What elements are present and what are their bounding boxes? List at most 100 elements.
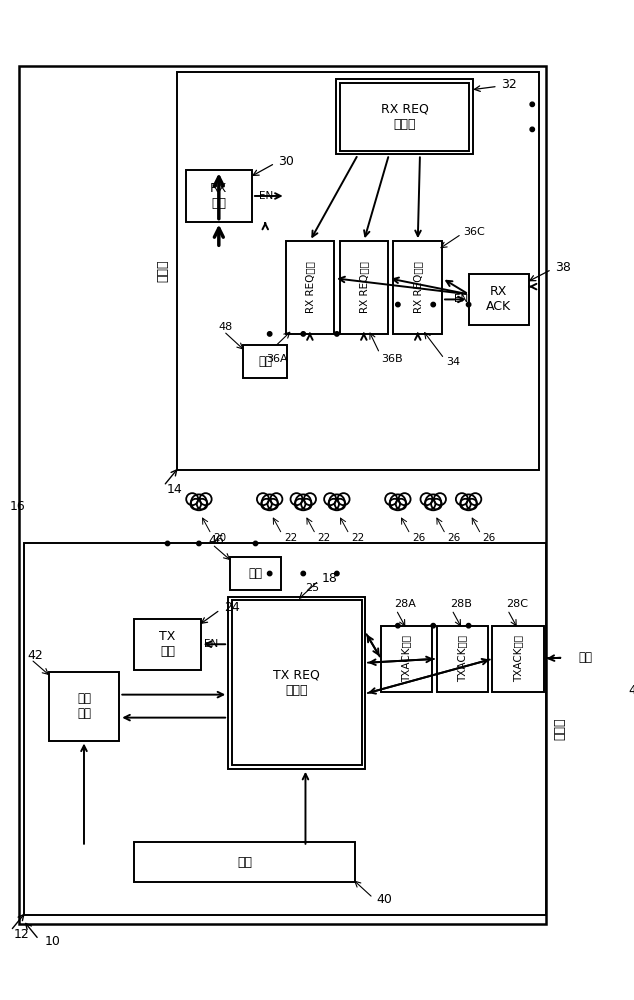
Circle shape	[431, 302, 436, 307]
Circle shape	[191, 494, 207, 510]
Bar	[230, 557, 281, 590]
Circle shape	[460, 499, 470, 509]
Text: 26: 26	[482, 533, 496, 543]
Bar	[228, 597, 365, 769]
Circle shape	[530, 102, 534, 107]
Text: TXACK同步: TXACK同步	[457, 635, 467, 682]
Text: 10: 10	[44, 935, 60, 948]
Circle shape	[165, 541, 170, 546]
Circle shape	[530, 127, 534, 132]
Circle shape	[186, 493, 198, 505]
Bar	[340, 241, 388, 334]
Bar	[177, 72, 540, 470]
Text: 发送器: 发送器	[553, 718, 566, 740]
Circle shape	[328, 499, 339, 509]
Text: 30: 30	[278, 155, 294, 168]
Text: 36A: 36A	[266, 354, 288, 364]
Circle shape	[337, 493, 349, 505]
Circle shape	[190, 499, 201, 509]
Text: 36B: 36B	[382, 354, 403, 364]
Text: RX REQ同步: RX REQ同步	[413, 262, 423, 313]
Text: EN: EN	[259, 191, 273, 201]
Text: 42: 42	[27, 649, 43, 662]
Text: 24: 24	[224, 601, 240, 614]
Text: 20: 20	[213, 533, 226, 543]
Text: 功率
控制: 功率 控制	[77, 692, 91, 720]
Bar	[437, 626, 488, 692]
Circle shape	[385, 493, 397, 505]
Text: 28C: 28C	[506, 599, 527, 609]
Text: 14: 14	[166, 483, 182, 496]
Circle shape	[467, 499, 477, 509]
Text: 28A: 28A	[394, 599, 416, 609]
Circle shape	[396, 302, 400, 307]
Bar	[243, 345, 287, 378]
Bar	[469, 274, 529, 325]
Circle shape	[301, 332, 306, 336]
Circle shape	[467, 302, 471, 307]
Text: 26: 26	[412, 533, 425, 543]
Circle shape	[301, 571, 306, 576]
Circle shape	[467, 623, 471, 628]
Text: 12: 12	[13, 928, 29, 941]
Circle shape	[335, 332, 339, 336]
Bar	[49, 672, 119, 741]
Circle shape	[425, 494, 441, 510]
Bar	[186, 170, 252, 222]
Circle shape	[431, 623, 436, 628]
Circle shape	[262, 494, 278, 510]
Circle shape	[270, 493, 282, 505]
Bar	[394, 241, 442, 334]
Circle shape	[261, 499, 272, 509]
Circle shape	[396, 499, 406, 509]
Circle shape	[431, 499, 442, 509]
Circle shape	[304, 493, 316, 505]
Text: 26: 26	[448, 533, 461, 543]
Circle shape	[254, 541, 258, 546]
Circle shape	[197, 541, 201, 546]
Text: 钳位: 钳位	[249, 567, 262, 580]
Text: TXACK同步: TXACK同步	[402, 635, 411, 682]
Text: 唤醒: 唤醒	[578, 651, 592, 664]
Text: RX REQ同步: RX REQ同步	[305, 262, 315, 313]
Circle shape	[399, 493, 411, 505]
Circle shape	[469, 493, 481, 505]
Circle shape	[268, 332, 272, 336]
Bar	[134, 619, 201, 670]
Circle shape	[425, 499, 436, 509]
Circle shape	[335, 499, 346, 509]
Circle shape	[295, 494, 311, 510]
Text: TX
数据: TX 数据	[159, 630, 176, 658]
Text: RX
数据: RX 数据	[210, 182, 228, 210]
Text: EN: EN	[204, 639, 219, 649]
Text: 接收器: 接收器	[156, 260, 169, 282]
Text: 16: 16	[10, 500, 25, 513]
Text: 44: 44	[629, 684, 634, 697]
Text: 48: 48	[218, 322, 233, 332]
Text: RX REQ同步: RX REQ同步	[359, 262, 369, 313]
Circle shape	[420, 493, 432, 505]
Bar	[563, 641, 607, 674]
Bar	[381, 626, 432, 692]
Circle shape	[390, 494, 406, 510]
Circle shape	[329, 494, 345, 510]
Bar	[285, 241, 334, 334]
Text: RX
ACK: RX ACK	[486, 285, 511, 313]
Circle shape	[301, 499, 312, 509]
Text: TX REQ
状态机: TX REQ 状态机	[273, 669, 320, 697]
Text: 22: 22	[318, 533, 331, 543]
Circle shape	[389, 499, 400, 509]
Text: 22: 22	[351, 533, 365, 543]
Circle shape	[197, 499, 207, 509]
Text: 28B: 28B	[450, 599, 472, 609]
Text: 25: 25	[306, 583, 320, 593]
Bar	[493, 626, 544, 692]
Bar	[24, 543, 545, 915]
Bar	[231, 600, 361, 765]
Text: 40: 40	[377, 893, 392, 906]
Text: 唤醒: 唤醒	[258, 355, 272, 368]
Text: 38: 38	[555, 261, 571, 274]
Text: 32: 32	[501, 78, 517, 91]
Circle shape	[295, 499, 306, 509]
Text: RX REQ
状态机: RX REQ 状态机	[380, 103, 429, 131]
